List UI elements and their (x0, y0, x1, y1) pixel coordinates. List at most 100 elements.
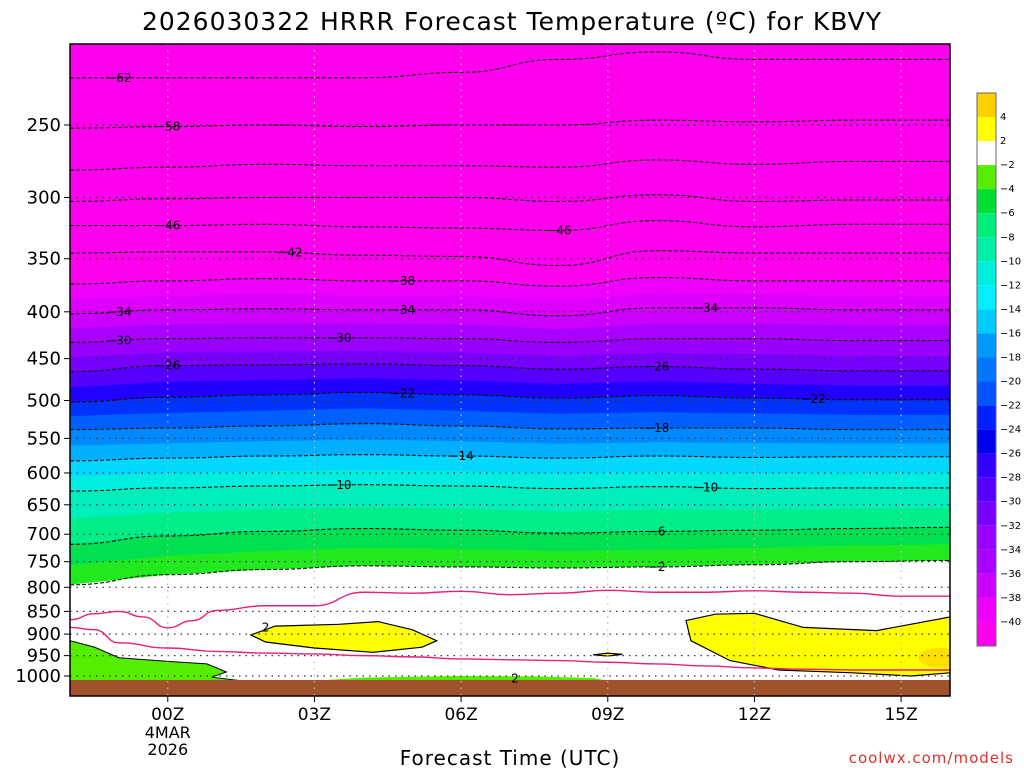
chart-title: 2026030322 HRRR Forecast Temperature (ºC… (142, 7, 882, 36)
y-tick-label: 350 (27, 249, 61, 270)
colorbar-tick-label: −26 (1000, 449, 1021, 460)
isotherm-label: −22 (390, 386, 415, 400)
y-tick-label: 750 (27, 552, 61, 573)
colorbar-tick-label: −12 (1000, 280, 1021, 291)
colorbar-swatch (977, 453, 996, 478)
isotherm-label: −10 (693, 481, 718, 495)
colorbar-tick-label: −22 (1000, 401, 1021, 412)
y-tick-label: 550 (27, 428, 61, 449)
colorbar-swatch (977, 261, 996, 286)
colorbar-swatch (977, 597, 996, 622)
plot-frame (69, 43, 951, 697)
x-axis-label: Forecast Time (UTC) (400, 746, 621, 768)
colorbar-tick-label: −14 (1000, 304, 1021, 315)
y-tick-label: 450 (27, 349, 61, 370)
colorbar-swatch (977, 477, 996, 502)
isotherm-label: −30 (326, 331, 351, 345)
isotherm-label: −42 (277, 246, 302, 260)
colorbar-tick-label: −30 (1000, 497, 1021, 508)
colorbar-tick-label: −28 (1000, 473, 1021, 484)
surface-isotherm-label: 2 (511, 671, 519, 685)
isotherm-label: −30 (106, 334, 131, 348)
colorbar-tick-label: −40 (1000, 617, 1021, 628)
colorbar-tick-label: −10 (1000, 256, 1021, 267)
colorbar-swatch (977, 165, 996, 190)
colorbar-swatch (977, 213, 996, 238)
y-tick-label: 650 (27, 495, 61, 516)
x-tick-label: 00Z (151, 705, 184, 725)
y-tick-label: 1000 (15, 666, 61, 687)
isotherm-label: −46 (155, 219, 180, 233)
colorbar: 4 2 −2 −4 −6 −8 −10 −12 −14 −16 −18 −20 −22 −24 −26 −28… (976, 92, 1021, 647)
y-tick-label: 600 (27, 463, 61, 484)
y-tick-label: 400 (27, 302, 61, 323)
x-tick-label: 12Z (738, 705, 771, 725)
isotherm-label: −62 (106, 71, 131, 85)
x-tick-date-label: 2026 (147, 740, 188, 759)
colorbar-swatch (977, 525, 996, 550)
colorbar-tick-label: −6 (1000, 208, 1015, 219)
colorbar-tick-label: 4 (1000, 112, 1006, 123)
warm-region-2c (593, 652, 623, 657)
isotherm-line (70, 220, 950, 232)
colorbar-swatch (977, 309, 996, 334)
colorbar-swatch (977, 333, 996, 358)
colorbar-frame (976, 92, 997, 647)
warm-region-2c (685, 612, 950, 677)
isotherm-label: −26 (155, 359, 180, 373)
low-level-cold-region (314, 676, 608, 681)
warm-region-label: 2 (262, 620, 270, 634)
colorbar-tick-label: −16 (1000, 328, 1021, 339)
colorbar-tick-label: −36 (1000, 569, 1021, 580)
isotherm-line (70, 454, 950, 462)
colorbar-swatch (977, 621, 996, 646)
isotherm-line (70, 337, 950, 343)
colorbar-swatch (977, 501, 996, 526)
colorbar-swatch (977, 429, 996, 454)
isotherm-line (70, 51, 950, 79)
y-tick-label: 250 (27, 115, 61, 136)
freezing-isotherm (70, 589, 950, 629)
isotherm-label: −26 (644, 359, 669, 373)
warm-region-2c (249, 620, 439, 653)
y-tick-label: 300 (27, 187, 61, 208)
isotherm-line (70, 526, 950, 545)
colorbar-swatch (977, 117, 996, 142)
colorbar-tick-label: −18 (1000, 353, 1021, 364)
isotherm-label: −34 (106, 305, 131, 319)
y-tick-label: 500 (27, 391, 61, 412)
y-axis: 2503003504004505005506006507007508008509… (15, 115, 70, 687)
colorbar-swatch (977, 573, 996, 598)
isotherm-line (70, 307, 950, 317)
isotherm-label: −10 (326, 478, 351, 492)
y-tick-label: 700 (27, 524, 61, 545)
isotherm-line (70, 277, 950, 287)
isotherm-line (70, 250, 950, 267)
gridlines (70, 44, 950, 696)
y-tick-label: 900 (27, 624, 61, 645)
x-tick-label: 06Z (444, 705, 477, 725)
colorbar-tick-label: −38 (1000, 593, 1021, 604)
isotherm-label: −2 (648, 560, 666, 574)
ground-strip (70, 679, 950, 696)
credit-text: coolwx.com/models (849, 749, 1014, 767)
colorbar-swatch (977, 189, 996, 214)
colorbar-tick-label: −8 (1000, 232, 1015, 243)
colorbar-swatch (977, 237, 996, 262)
isotherm-line (70, 363, 950, 373)
isotherm-line (70, 560, 950, 586)
colorbar-tick-label: −24 (1000, 425, 1021, 436)
y-tick-label: 950 (27, 646, 61, 667)
colorbar-tick-label: −20 (1000, 377, 1021, 388)
colorbar-swatch (977, 549, 996, 574)
colorbar-swatch (977, 381, 996, 406)
isotherm-label: −34 (693, 301, 718, 315)
isotherm-label: −34 (390, 303, 415, 317)
colorbar-swatch (977, 357, 996, 382)
isotherm-label: −22 (800, 392, 825, 406)
colorbar-swatch (977, 93, 996, 118)
isotherm-line (70, 194, 950, 202)
isotherm-line (70, 423, 950, 431)
